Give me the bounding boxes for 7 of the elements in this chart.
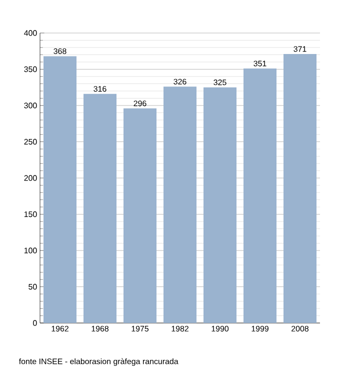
bar <box>84 94 116 323</box>
bar <box>44 56 76 323</box>
bar <box>203 87 236 323</box>
bar <box>283 54 316 323</box>
bar <box>124 108 156 323</box>
bar <box>163 86 196 323</box>
bar <box>243 68 276 323</box>
